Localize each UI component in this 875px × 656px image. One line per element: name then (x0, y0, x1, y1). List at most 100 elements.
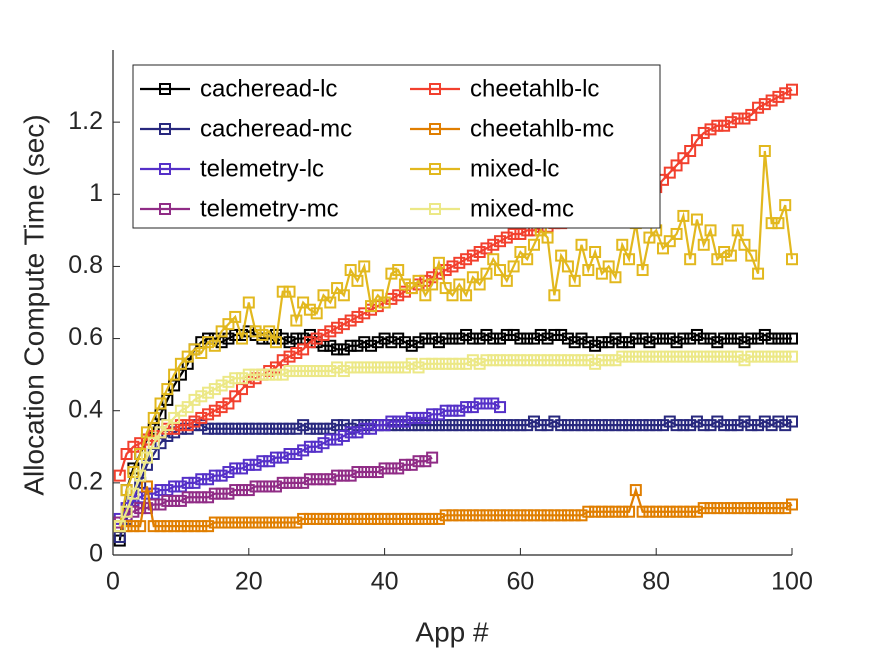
marker (568, 336, 581, 349)
legend-label: mixed-lc (470, 155, 559, 182)
marker (419, 332, 432, 345)
marker (310, 365, 323, 378)
marker (480, 354, 493, 367)
marker (297, 444, 310, 457)
marker (358, 260, 371, 273)
marker (786, 83, 798, 96)
marker (704, 350, 717, 363)
marker (412, 455, 425, 468)
marker (140, 426, 153, 439)
marker (636, 332, 649, 345)
marker (521, 509, 534, 522)
marker (643, 505, 656, 518)
x-tick-label: 60 (506, 568, 534, 596)
marker (514, 419, 527, 432)
marker (500, 274, 513, 287)
marker (331, 469, 344, 482)
marker (684, 332, 697, 345)
marker (249, 325, 262, 338)
marker (127, 487, 140, 500)
marker (663, 235, 676, 248)
marker (786, 350, 798, 363)
legend-marker (429, 163, 441, 175)
marker (168, 480, 181, 493)
marker (290, 448, 303, 460)
marker (494, 264, 507, 277)
marker (765, 217, 778, 230)
marker (290, 365, 303, 378)
marker (419, 274, 432, 287)
marker (358, 336, 371, 349)
y-tick-label: 1.2 (68, 107, 103, 135)
marker (181, 419, 194, 432)
marker (568, 509, 581, 522)
marker (242, 484, 255, 497)
marker (426, 512, 439, 525)
marker (351, 512, 364, 525)
marker (487, 509, 500, 522)
marker (432, 256, 445, 269)
marker (283, 516, 296, 529)
marker (249, 368, 262, 381)
marker (541, 354, 554, 367)
series (113, 397, 507, 525)
marker (460, 509, 473, 522)
marker (276, 516, 289, 529)
marker (365, 512, 378, 525)
marker (229, 422, 242, 435)
marker (405, 512, 418, 525)
marker (690, 415, 703, 428)
marker (718, 350, 731, 363)
marker (466, 401, 479, 414)
marker (466, 332, 479, 345)
marker (541, 332, 554, 345)
marker (758, 350, 771, 363)
marker (765, 350, 778, 363)
legend-marker (429, 83, 441, 95)
marker (548, 509, 561, 522)
marker (120, 448, 133, 460)
marker (290, 314, 303, 327)
marker (446, 260, 459, 273)
marker (365, 300, 378, 313)
marker (738, 238, 751, 251)
marker (195, 419, 208, 432)
marker (555, 328, 568, 341)
marker (202, 422, 215, 435)
marker (758, 145, 771, 157)
marker (494, 419, 507, 432)
marker (174, 404, 187, 417)
marker (256, 480, 269, 493)
x-tick-label: 100 (771, 568, 813, 596)
series (113, 480, 798, 533)
x-tick-label: 40 (371, 568, 399, 596)
marker (317, 365, 330, 378)
marker (677, 350, 690, 363)
marker (507, 227, 520, 240)
marker (202, 491, 215, 504)
marker (242, 422, 255, 435)
marker (365, 339, 378, 352)
marker (541, 231, 554, 244)
series-line (118, 420, 793, 538)
marker (351, 339, 364, 352)
marker (331, 433, 344, 446)
marker (487, 332, 500, 345)
marker (174, 494, 187, 507)
marker (670, 350, 683, 363)
marker (283, 336, 296, 349)
marker (779, 332, 792, 345)
legend-marker (159, 83, 171, 95)
marker (365, 466, 378, 479)
marker (303, 365, 316, 378)
marker (718, 119, 731, 132)
marker (358, 422, 371, 435)
x-tick-label: 0 (106, 568, 120, 596)
marker (670, 419, 683, 432)
series-line (118, 355, 792, 527)
marker (358, 466, 371, 479)
marker (426, 451, 439, 464)
marker (120, 484, 133, 497)
marker (602, 354, 615, 367)
marker (269, 480, 282, 493)
